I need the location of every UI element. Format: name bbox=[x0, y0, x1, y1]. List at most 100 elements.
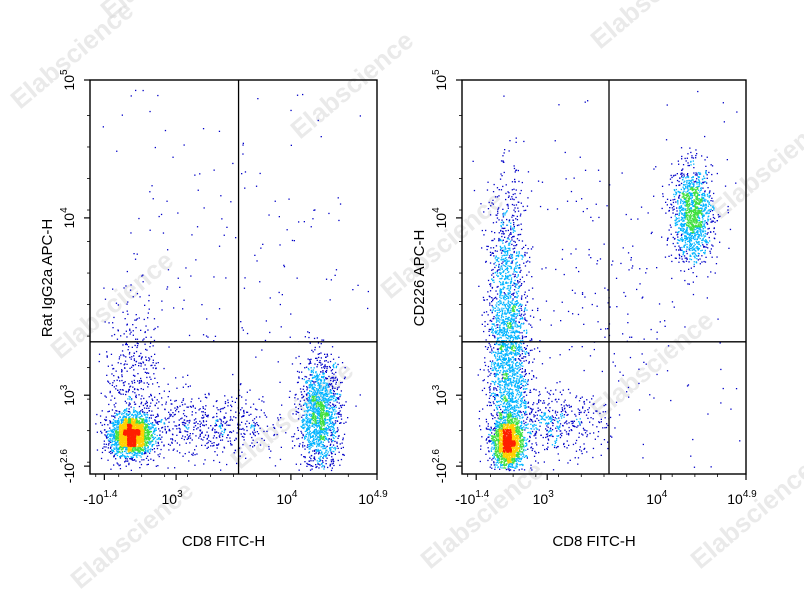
event-dot bbox=[296, 411, 299, 413]
event-dot bbox=[182, 421, 185, 423]
event-dot bbox=[259, 416, 261, 418]
event-dot bbox=[176, 406, 178, 408]
event-dot bbox=[155, 465, 157, 467]
event-dot bbox=[268, 446, 270, 448]
event-dot bbox=[127, 313, 129, 315]
event-dot bbox=[129, 398, 131, 400]
event-dot bbox=[141, 395, 143, 397]
event-dot bbox=[189, 442, 191, 444]
event-dot bbox=[336, 399, 338, 401]
event-dot bbox=[325, 455, 327, 458]
event-dot bbox=[327, 398, 329, 400]
event-dot bbox=[137, 445, 139, 447]
event-dot bbox=[143, 368, 145, 370]
event-dot bbox=[322, 423, 324, 425]
event-dot bbox=[114, 435, 116, 437]
event-dot bbox=[224, 428, 226, 430]
event-dot bbox=[111, 422, 113, 424]
event-dot bbox=[316, 446, 318, 448]
event-dot bbox=[201, 432, 203, 434]
event-dot bbox=[115, 302, 118, 304]
event-dot bbox=[175, 410, 177, 412]
event-dot bbox=[260, 409, 262, 411]
event-dot bbox=[146, 440, 148, 443]
event-dot bbox=[202, 420, 205, 422]
y-tick-exponent: 2.6 bbox=[59, 449, 70, 463]
event-dot bbox=[314, 412, 316, 414]
event-dot bbox=[276, 433, 278, 436]
event-dot bbox=[321, 363, 323, 365]
event-dot bbox=[314, 411, 316, 413]
event-dot bbox=[331, 463, 333, 465]
event-dot bbox=[182, 398, 185, 400]
event-dot bbox=[310, 383, 312, 385]
event-dot bbox=[107, 433, 109, 435]
event-dot bbox=[150, 448, 152, 450]
event-dot bbox=[101, 410, 103, 412]
event-dot bbox=[144, 448, 146, 450]
event-dot bbox=[136, 442, 138, 445]
event-dot bbox=[129, 367, 131, 369]
event-dot bbox=[129, 385, 132, 387]
event-dot bbox=[153, 437, 155, 440]
event-dot bbox=[132, 433, 134, 435]
event-dot bbox=[145, 439, 147, 441]
event-dot bbox=[158, 437, 161, 439]
event-dot bbox=[104, 434, 106, 436]
event-dot bbox=[150, 458, 152, 460]
event-dot bbox=[199, 433, 201, 435]
event-dot bbox=[142, 439, 144, 441]
event-dot bbox=[130, 95, 132, 97]
event-dot bbox=[133, 429, 136, 431]
event-dot bbox=[327, 395, 329, 397]
event-dot bbox=[204, 408, 206, 410]
event-dot bbox=[320, 442, 322, 444]
event-dot bbox=[145, 348, 147, 351]
event-dot bbox=[129, 356, 131, 359]
event-dot bbox=[204, 459, 206, 461]
event-dot bbox=[227, 405, 229, 407]
event-dot bbox=[319, 419, 322, 422]
event-dot bbox=[147, 329, 149, 331]
event-dot bbox=[306, 428, 308, 430]
event-dot bbox=[295, 406, 297, 408]
event-dot bbox=[189, 433, 191, 435]
event-dot bbox=[132, 424, 134, 426]
event-dot bbox=[136, 456, 138, 458]
event-dot bbox=[112, 430, 114, 432]
event-dot bbox=[186, 420, 188, 422]
event-dot bbox=[307, 437, 309, 439]
event-dot bbox=[313, 449, 316, 451]
event-dot bbox=[316, 450, 318, 452]
x-tick-label: 104 bbox=[276, 489, 298, 507]
event-dot bbox=[310, 443, 312, 445]
event-dot bbox=[334, 274, 336, 276]
event-dot bbox=[219, 411, 222, 413]
event-dot bbox=[145, 449, 147, 452]
event-dot bbox=[133, 459, 135, 461]
event-dot bbox=[114, 421, 116, 423]
event-dot bbox=[306, 429, 308, 431]
event-dot bbox=[121, 455, 123, 457]
event-dot bbox=[146, 416, 149, 418]
event-dot bbox=[186, 406, 188, 408]
event-dot bbox=[138, 394, 140, 396]
event-dot bbox=[335, 376, 337, 378]
event-dot bbox=[139, 296, 141, 298]
event-dot bbox=[216, 407, 218, 409]
event-dot bbox=[126, 443, 128, 445]
event-dot bbox=[207, 414, 209, 416]
event-dot bbox=[139, 429, 142, 431]
event-dot bbox=[127, 444, 129, 446]
event-dot bbox=[332, 406, 334, 408]
event-dot bbox=[206, 414, 208, 417]
event-dot bbox=[154, 146, 156, 149]
event-dot bbox=[183, 422, 186, 424]
event-dot bbox=[116, 435, 118, 437]
event-dot bbox=[322, 428, 325, 430]
event-dot bbox=[326, 449, 328, 451]
event-dot bbox=[253, 429, 255, 431]
event-dot bbox=[304, 437, 306, 439]
event-dot bbox=[146, 430, 149, 432]
event-dot bbox=[323, 423, 326, 425]
